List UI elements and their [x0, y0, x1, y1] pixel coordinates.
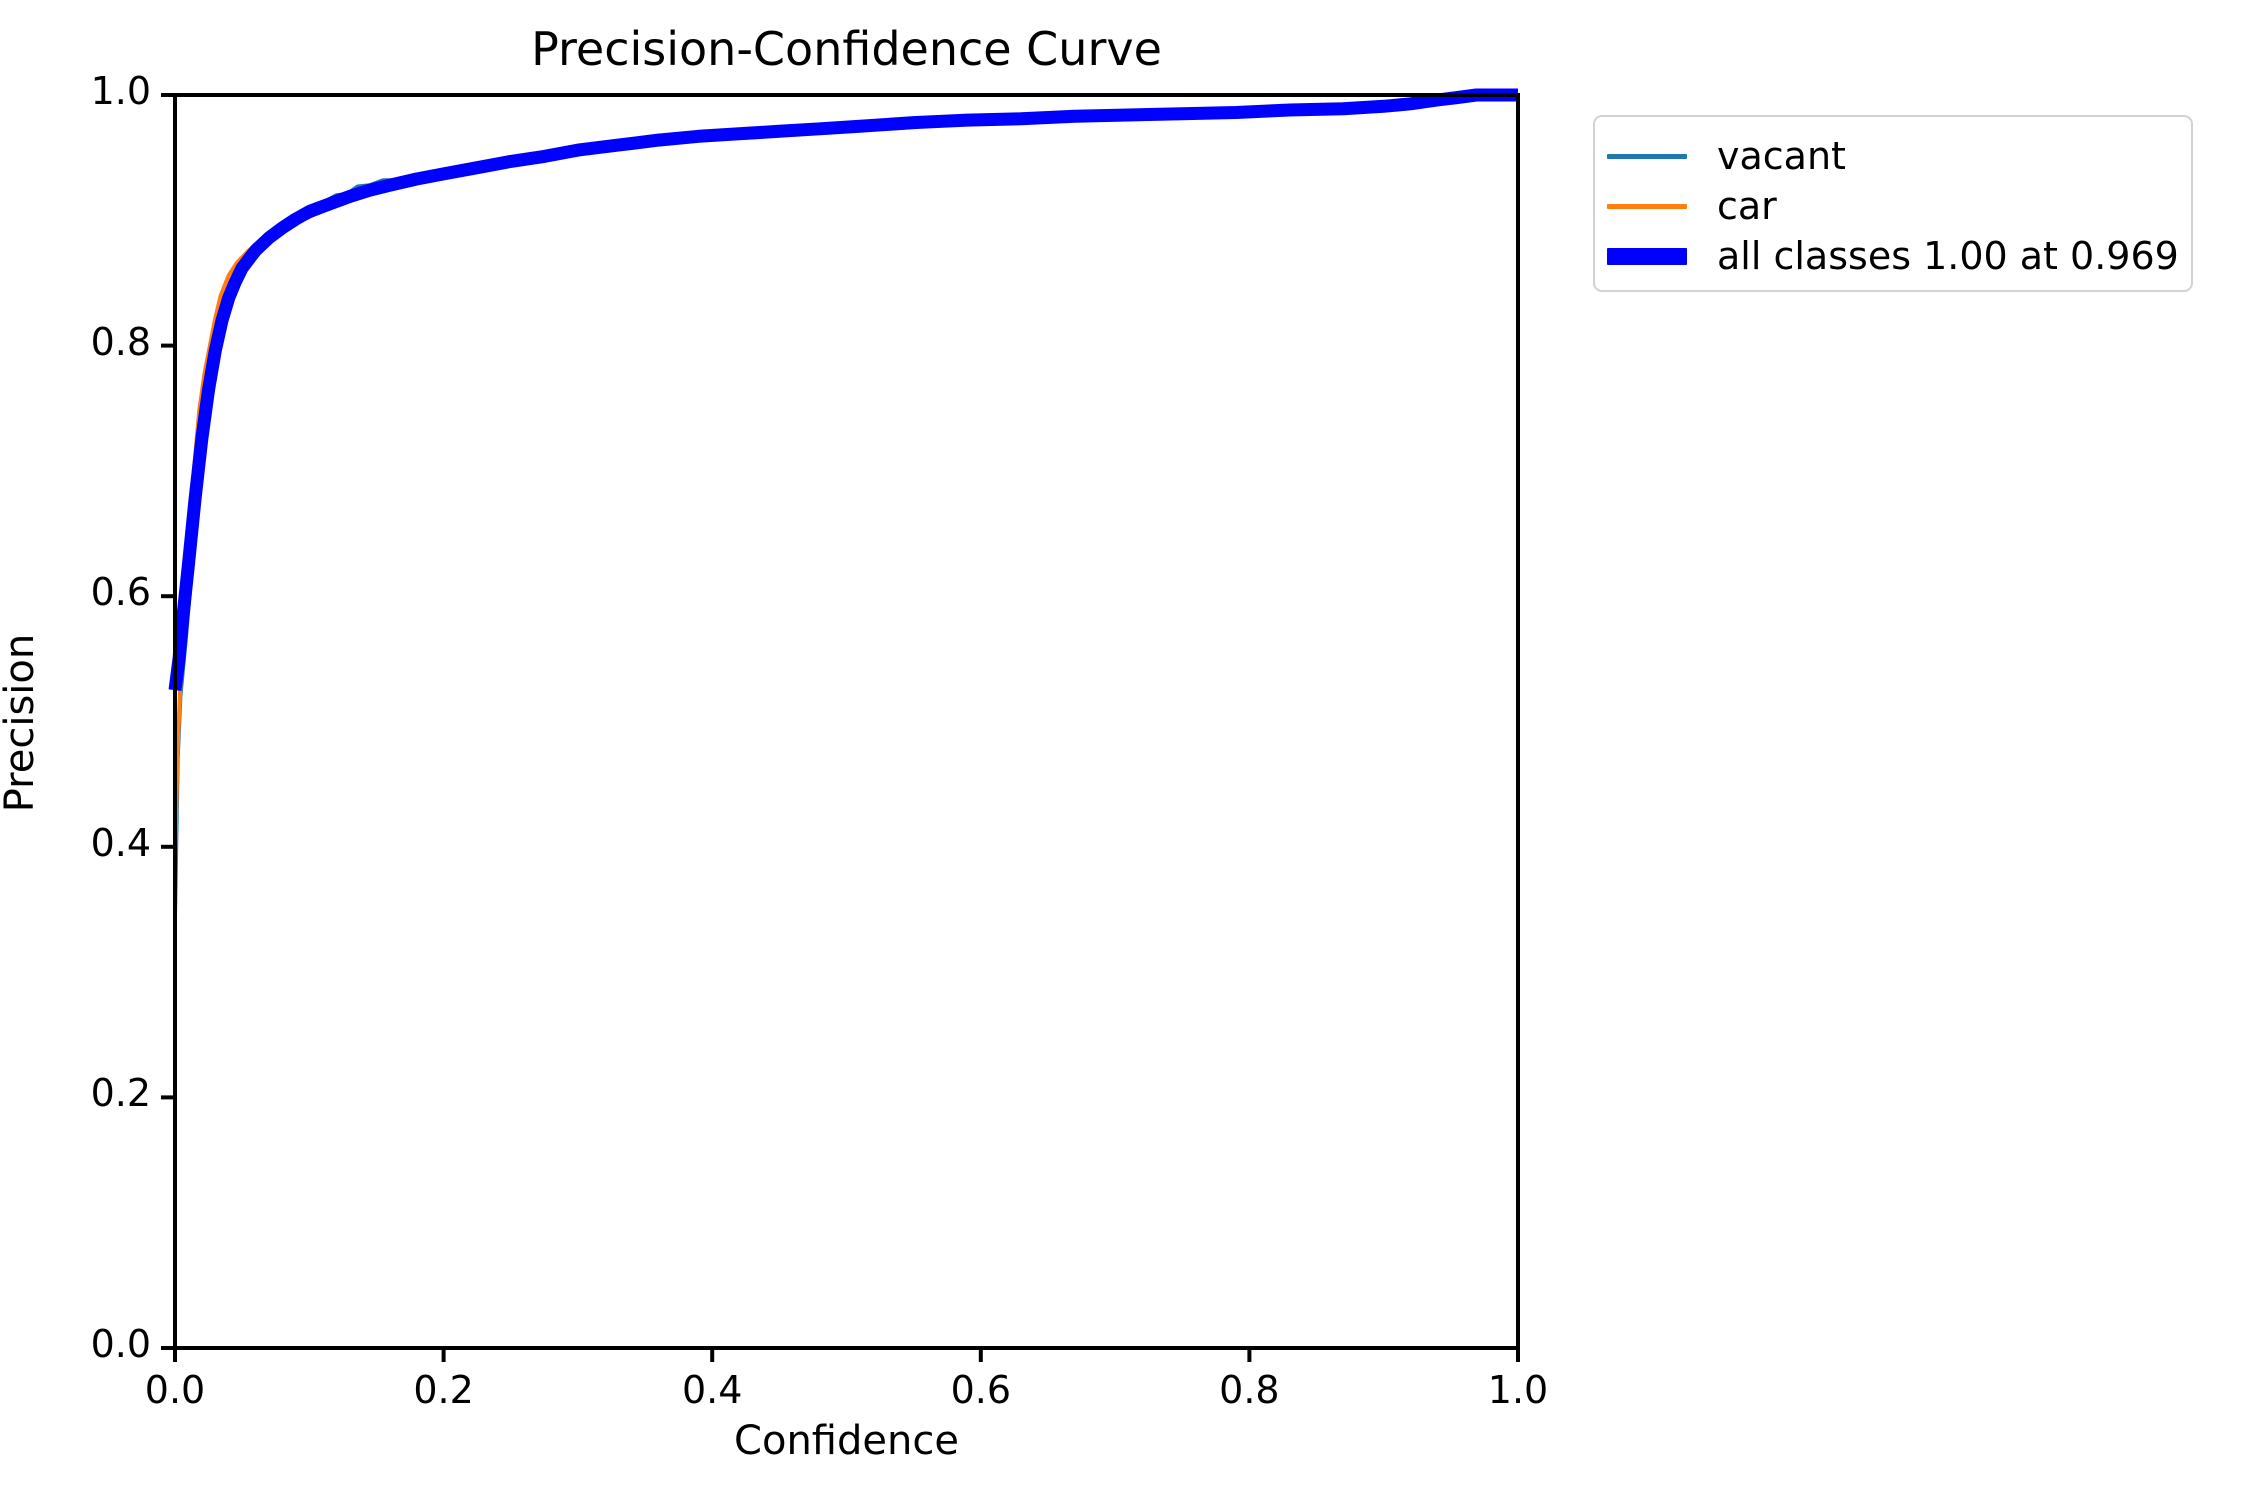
y-tick-label: 0.0 — [90, 1322, 151, 1366]
legend-swatch-all-classes — [1607, 247, 1687, 265]
curve-vacant — [173, 93, 1518, 916]
x-tick-label: 0.8 — [1219, 1368, 1280, 1412]
chart-title: Precision-Confidence Curve — [531, 22, 1162, 76]
x-tick-label: 0.0 — [144, 1368, 206, 1412]
x-tick-label: 0.6 — [950, 1368, 1012, 1412]
x-axis-label: Confidence — [734, 1418, 959, 1464]
curve-all-classes — [168, 88, 1518, 692]
y-tick-label: 1.0 — [90, 69, 151, 113]
y-tick-label: 0.4 — [90, 820, 151, 865]
legend: vacant car all classes 1.00 at 0.969 — [1593, 115, 2193, 292]
legend-row-vacant: vacant — [1595, 129, 2191, 183]
x-tick-label: 0.2 — [413, 1368, 474, 1412]
plot-frame — [173, 93, 1520, 1350]
y-tick-label: 0.6 — [90, 570, 151, 615]
curve-car — [173, 93, 1518, 860]
y-tick-label: 0.8 — [90, 319, 151, 364]
x-tick-label: 1.0 — [1487, 1368, 1549, 1412]
x-tick-label: 0.4 — [681, 1368, 743, 1412]
legend-label-vacant: vacant — [1717, 134, 1846, 178]
legend-row-all-classes: all classes 1.00 at 0.969 — [1595, 229, 2191, 283]
legend-swatch-vacant — [1607, 153, 1687, 159]
legend-row-car: car — [1595, 179, 2191, 233]
y-tick-label: 0.2 — [90, 1071, 151, 1116]
legend-label-car: car — [1717, 184, 1777, 228]
legend-label-all-classes: all classes 1.00 at 0.969 — [1717, 234, 2179, 278]
legend-swatch-car — [1607, 203, 1687, 209]
